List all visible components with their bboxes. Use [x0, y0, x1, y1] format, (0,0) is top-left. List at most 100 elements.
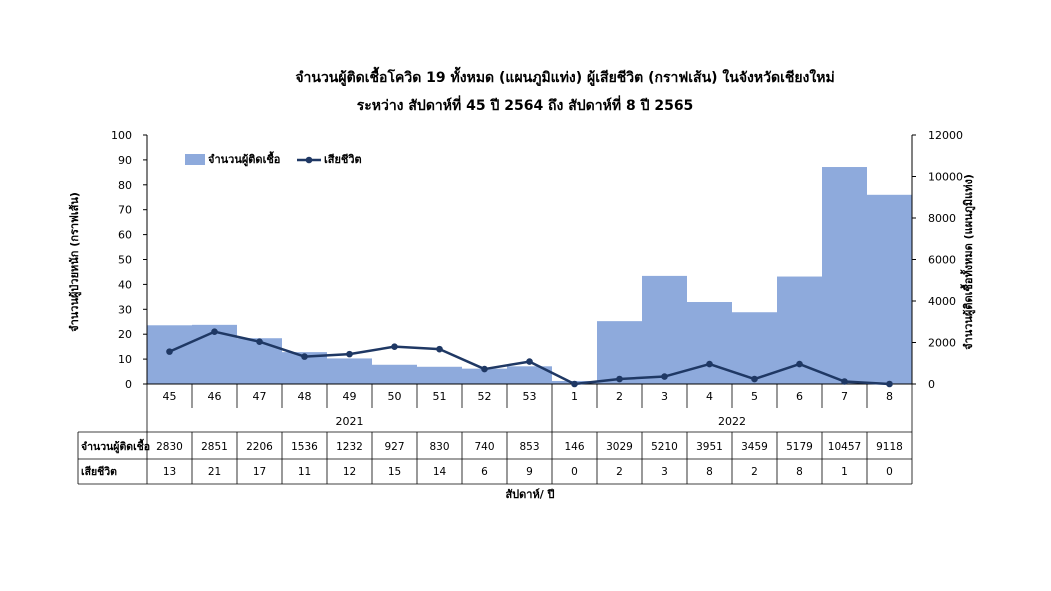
x-tick-label: 6 — [796, 390, 803, 403]
x-tick-label: 46 — [208, 390, 222, 403]
x-tick-label: 47 — [253, 390, 267, 403]
y-left-tick-label: 50 — [118, 254, 132, 267]
x-tick-label: 1 — [571, 390, 578, 403]
x-tick-label: 53 — [523, 390, 537, 403]
table-cell-deaths: 8 — [706, 466, 713, 478]
y-left-tick-label: 10 — [118, 353, 132, 366]
table-cell-cases: 740 — [474, 441, 494, 453]
bar — [642, 275, 687, 384]
chart-subtitle: ระหว่าง สัปดาห์ที่ 45 ปี 2564 ถึง สัปดาห… — [357, 95, 694, 114]
table-cell-cases: 3459 — [741, 441, 768, 453]
table-cell-deaths: 6 — [481, 466, 488, 478]
table-cell-cases: 2206 — [246, 441, 273, 453]
table-cell-deaths: 2 — [616, 466, 623, 478]
x-tick-label: 3 — [661, 390, 668, 403]
y-axis-right-label: จำนวนผู้ติดเชื้อทั้งหมด (แผนภูมิแท่ง) — [960, 174, 976, 350]
line-series — [166, 328, 893, 388]
deaths-point — [886, 380, 893, 388]
deaths-point — [166, 348, 173, 355]
bar — [732, 312, 777, 384]
y-right-tick-label: 8000 — [928, 212, 956, 225]
bar — [327, 358, 372, 384]
x-axis-label: สัปดาห์/ ปี — [505, 488, 554, 501]
table-cell-deaths: 17 — [253, 466, 266, 478]
table-cell-cases: 5210 — [651, 441, 678, 453]
bar — [372, 364, 417, 384]
table-cell-deaths: 3 — [661, 466, 668, 478]
y-left-tick-label: 40 — [118, 278, 132, 291]
legend: จำนวนผู้ติดเชื้อ เสียชีวิต — [185, 151, 362, 167]
x-tick-label: 51 — [433, 390, 447, 403]
deaths-point — [796, 360, 803, 368]
bar-series — [147, 167, 912, 384]
y-left-tick-label: 100 — [111, 129, 132, 142]
x-tick-label: 2 — [616, 390, 623, 403]
x-tick-label: 48 — [298, 390, 312, 403]
bar — [687, 302, 732, 384]
x-tick-label: 5 — [751, 390, 758, 403]
deaths-point — [481, 365, 488, 373]
y-left-tick-label: 80 — [118, 179, 132, 192]
bar — [417, 366, 462, 384]
bar — [597, 321, 642, 384]
y-left-tick-label: 30 — [118, 303, 132, 316]
x-tick-label: 8 — [886, 390, 893, 403]
axes: 0 10 20 30 40 50 60 70 80 90 100 0 2000 4000 6000 8000 1… — [111, 129, 963, 391]
table-cell-cases: 927 — [384, 441, 404, 453]
table-cell-cases: 1536 — [291, 441, 318, 453]
y-left-tick-label: 60 — [118, 229, 132, 242]
deaths-point — [616, 375, 623, 383]
y-axis-left-label: จำนวนผู้ป่วยหนัก (กราฟเส้น) — [68, 192, 82, 332]
bar — [237, 338, 282, 384]
table-cell-deaths: 11 — [298, 466, 311, 478]
table-cell-deaths: 12 — [343, 466, 356, 478]
table-cell-cases: 10457 — [828, 441, 861, 453]
y-right-tick-label: 0 — [928, 378, 935, 391]
deaths-point — [211, 328, 218, 336]
table-cell-deaths: 15 — [388, 466, 401, 478]
x-tick-label: 7 — [841, 390, 848, 403]
bar — [777, 276, 822, 384]
table-cell-cases: 9118 — [876, 441, 903, 453]
deaths-point — [301, 353, 308, 360]
table-cell-deaths: 2 — [751, 466, 758, 478]
legend-label-deaths: เสียชีวิต — [324, 153, 362, 166]
deaths-point — [526, 358, 533, 365]
legend-swatch-cases — [185, 154, 205, 165]
table-row-header-deaths: เสียชีวิต — [81, 465, 117, 478]
y-right-tick-label: 6000 — [928, 254, 956, 267]
table-cell-deaths: 9 — [526, 466, 533, 478]
table-cell-deaths: 21 — [208, 466, 221, 478]
bar — [507, 366, 552, 384]
y-right-tick-label: 10000 — [928, 171, 963, 184]
x-group-label: 2022 — [718, 415, 746, 428]
legend-label-cases: จำนวนผู้ติดเชื้อ — [208, 151, 280, 167]
deaths-point — [571, 380, 578, 388]
x-group-label: 2021 — [336, 415, 364, 428]
x-tick-label: 45 — [163, 390, 177, 403]
y-right-tick-label: 2000 — [928, 337, 956, 350]
deaths-point — [391, 343, 398, 350]
table-cell-cases: 3029 — [606, 441, 633, 453]
table-cell-cases: 2851 — [201, 441, 228, 453]
table-cell-cases: 5179 — [786, 441, 813, 453]
deaths-point — [436, 345, 443, 353]
bar — [822, 167, 867, 384]
x-tick-label: 52 — [478, 390, 492, 403]
deaths-point — [841, 378, 848, 385]
chart-title: จำนวนผู้ติดเชื้อโควิด 19 ทั้งหมด (แผนภูม… — [295, 66, 834, 86]
table-cell-deaths: 1 — [841, 466, 848, 478]
table-cell-cases: 830 — [429, 441, 449, 453]
y-left-tick-label: 20 — [118, 328, 132, 341]
table-cell-cases: 146 — [564, 441, 584, 453]
y-right-tick-label: 12000 — [928, 129, 963, 142]
x-tick-label: 49 — [343, 390, 357, 403]
table-cell-deaths: 13 — [163, 466, 176, 478]
x-tick-label: 4 — [706, 390, 713, 403]
deaths-point — [346, 350, 353, 358]
y-left-tick-label: 0 — [125, 378, 132, 391]
deaths-point — [751, 375, 758, 383]
